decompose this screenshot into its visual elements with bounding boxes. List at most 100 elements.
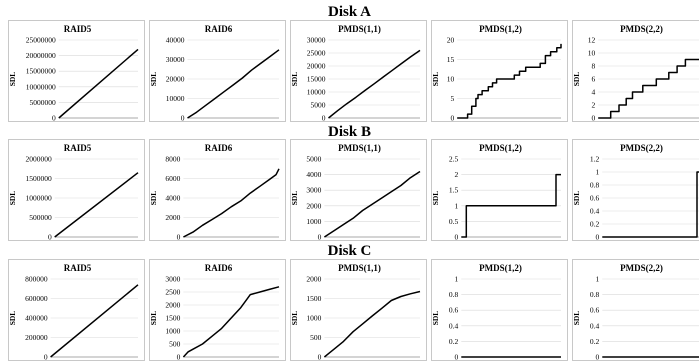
disk-c-pmds-1-2-panel: PMDS(1,2) SDL 0 0.2 0.4 0.6 0.8 1 xyxy=(431,259,568,362)
disk-a-raid5-series-line xyxy=(58,48,139,119)
disk-a-pmds-1-2-chart: PMDS(1,2) SDL 0 5 10 15 20 xyxy=(432,24,562,123)
disk-b-pmds-1-2-ytick-label: 1.5 xyxy=(449,186,459,195)
disk-c-raid5-chart: RAID5 SDL 0 200000 400000 600000 800000 xyxy=(9,263,139,362)
disk-c-pmds-2-2-ytick-label: 0.4 xyxy=(590,321,600,330)
disk-c-pmds-1-1-ytick-label: 0 xyxy=(318,353,322,362)
disk-b-pmds-2-2-title: PMDS(2,2) xyxy=(620,143,663,153)
disk-c-raid6-ytick-label: 1000 xyxy=(165,327,180,336)
disk-c-raid5-ytick-label: 0 xyxy=(44,353,48,362)
disk-a-pmds-2-2-chart: PMDS(2,2) SDL 0 2 4 6 8 10 12 xyxy=(573,24,699,123)
disk-a-raid6-ytick-label: 20000 xyxy=(166,75,185,84)
disk-b-raid5-ylabel: SDL xyxy=(9,191,17,206)
disk-c-pmds-1-2-ytick-label: 0.8 xyxy=(449,290,459,299)
disk-a-title: Disk A xyxy=(328,4,371,20)
disk-c-pmds-1-1-ytick-label: 1500 xyxy=(306,294,321,303)
disk-a-raid5-ytick-label: 0 xyxy=(52,114,56,123)
disk-a-pmds-1-2-series-line xyxy=(457,43,562,119)
disk-c-pmds-2-2-ytick-label: 0 xyxy=(596,353,600,362)
disk-c-pmds-1-1-ytick-label: 500 xyxy=(310,333,322,342)
disk-a-raid5-ytick-label: 20000000 xyxy=(26,51,56,60)
disk-b-pmds-2-2-ytick-label: 0.8 xyxy=(590,181,600,190)
disk-b-raid5-title: RAID5 xyxy=(64,143,92,153)
disk-a-raid6-ytick-label: 30000 xyxy=(166,55,185,64)
disk-c-raid5-series-line xyxy=(50,284,139,358)
disk-c-raid5-ytick-label: 800000 xyxy=(25,275,48,284)
disk-a-raid5-title: RAID5 xyxy=(64,24,92,34)
disk-c-raid5-title: RAID5 xyxy=(64,263,92,273)
disk-b-pmds-1-1-series-line xyxy=(323,170,421,238)
disk-a-pmds-1-1-ytick-label: 0 xyxy=(322,114,326,123)
disk-b-pmds-1-2-title: PMDS(1,2) xyxy=(479,143,522,153)
disk-b-raid5-chart: RAID5 SDL 0 500000 1000000 1500000 2000000 xyxy=(9,143,139,242)
disk-c-raid6-ytick-label: 500 xyxy=(169,340,181,349)
disk-a-pmds-1-1-ytick-label: 15000 xyxy=(307,75,326,84)
disk-c-pmds-1-1-ylabel: SDL xyxy=(291,311,299,326)
disk-a-pmds-1-2-title: PMDS(1,2) xyxy=(479,24,522,34)
disk-c-raid6-ytick-label: 0 xyxy=(177,353,181,362)
disk-a-pmds-2-2-title: PMDS(2,2) xyxy=(620,24,663,34)
disk-a-raid6-ytick-label: 40000 xyxy=(166,36,185,45)
disk-b-raid6-ytick-label: 2000 xyxy=(165,213,180,222)
disk-c-raid6-series-line xyxy=(182,286,280,358)
disk-c-raid6-ytick-label: 2500 xyxy=(165,288,180,297)
disk-a-pmds-1-2-ylabel: SDL xyxy=(432,72,440,87)
disk-b-raid6-chart: RAID6 SDL 0 2000 4000 6000 8000 xyxy=(150,143,280,242)
disk-b-pmds-1-1-ytick-label: 3000 xyxy=(306,186,321,195)
disk-a-raid6-ylabel: SDL xyxy=(150,72,158,87)
disk-c-pmds-1-2-ytick-label: 0.2 xyxy=(449,337,459,346)
disk-a-pmds-2-2-series-line xyxy=(598,58,699,119)
disk-b-pmds-1-1-ylabel: SDL xyxy=(291,191,299,206)
disk-a-pmds-2-2-ytick-label: 8 xyxy=(591,62,595,71)
disk-b-raid6-ylabel: SDL xyxy=(150,191,158,206)
disk-a-pmds-1-1-panel: PMDS(1,1) SDL 0 5000 10000 15000 20000 25000 300… xyxy=(290,20,427,123)
disk-b-raid6-ytick-label: 6000 xyxy=(165,174,180,183)
disk-a-raid5-chart: RAID5 SDL 0 5000000 10000000 15000000 20000000… xyxy=(9,24,139,123)
disk-c-pmds-1-2-title: PMDS(1,2) xyxy=(479,263,522,273)
disk-a-pmds-1-2-panel: PMDS(1,2) SDL 0 5 10 15 20 xyxy=(431,20,568,123)
disk-b-pmds-2-2-ytick-label: 0.2 xyxy=(590,220,600,229)
disk-a-pmds-2-2-ytick-label: 10 xyxy=(588,49,596,58)
disk-b-pmds-1-1-panel: PMDS(1,1) SDL 0 1000 2000 3000 4000 5000 xyxy=(290,139,427,242)
disk-a-raid6-title: RAID6 xyxy=(205,24,233,34)
disk-a-pmds-2-2-ytick-label: 2 xyxy=(591,101,595,110)
disk-c-raid5-ytick-label: 400000 xyxy=(25,314,48,323)
disk-c-raid6-panel: RAID6 SDL 0 500 1000 1500 2000 2500 3000 xyxy=(149,259,286,362)
disk-b-pmds-1-1-ytick-label: 0 xyxy=(318,233,322,242)
disk-c-raid6-ytick-label: 3000 xyxy=(165,275,180,284)
disk-b-title: Disk B xyxy=(328,124,371,140)
disk-b-pmds-1-2-panel: PMDS(1,2) SDL 0 0.5 1 1.5 2 2.5 xyxy=(431,139,568,242)
disk-c-pmds-2-2-panel: PMDS(2,2) SDL 0 0.2 0.4 0.6 0.8 1 xyxy=(572,259,699,362)
disk-c-raid6-chart: RAID6 SDL 0 500 1000 1500 2000 2500 3000 xyxy=(150,263,280,362)
disk-b-pmds-1-2-chart: PMDS(1,2) SDL 0 0.5 1 1.5 2 2.5 xyxy=(432,143,561,242)
disk-b-raid6-ytick-label: 0 xyxy=(177,233,181,242)
disk-c-raid5-ylabel: SDL xyxy=(9,311,17,326)
disk-b-raid5-ytick-label: 2000000 xyxy=(25,155,52,164)
disk-a-raid6-series-line xyxy=(187,49,280,119)
disk-b-pmds-1-1-ytick-label: 1000 xyxy=(306,217,321,226)
disk-c-raid5-ytick-label: 200000 xyxy=(25,333,48,342)
disk-c-raid5-panel: RAID5 SDL 0 200000 400000 600000 800000 xyxy=(8,259,145,362)
disk-a-raid5-ytick-label: 15000000 xyxy=(26,67,56,76)
disk-c-pmds-1-1-chart: PMDS(1,1) SDL 0 500 1000 1500 2000 xyxy=(291,263,421,362)
disk-c-raid6-ytick-label: 1500 xyxy=(165,314,180,323)
disk-b-pmds-1-1-ytick-label: 5000 xyxy=(306,155,321,164)
disk-a-pmds-1-2-ytick-label: 0 xyxy=(450,114,454,123)
disk-c-raid5-ytick-label: 600000 xyxy=(25,294,48,303)
disk-a-pmds-2-2-ytick-label: 4 xyxy=(591,88,595,97)
disk-a-pmds-1-1-ytick-label: 10000 xyxy=(307,88,326,97)
disk-b-pmds-2-2-ytick-label: 0.6 xyxy=(590,194,600,203)
disk-c-title: Disk C xyxy=(327,243,372,259)
disk-b-pmds-1-2-ylabel: SDL xyxy=(432,191,440,206)
disk-b-pmds-1-1-ytick-label: 4000 xyxy=(306,170,321,179)
disk-a-pmds-1-2-ytick-label: 5 xyxy=(450,94,454,103)
disk-a-pmds-2-2-ylabel: SDL xyxy=(573,72,581,87)
disk-b-pmds-2-2-panel: PMDS(2,2) SDL 0 0.2 0.4 0.6 0.8 1 1.2 xyxy=(572,139,699,242)
disk-c-pmds-1-2-ytick-label: 0 xyxy=(455,353,459,362)
disk-b-raid6-series-line xyxy=(183,168,280,238)
disk-b-pmds-2-2-ylabel: SDL xyxy=(573,191,581,206)
disk-c-pmds-1-1-ytick-label: 1000 xyxy=(306,314,321,323)
disk-c-pmds-1-1-series-line xyxy=(323,290,421,358)
disk-c-pmds-1-1-title: PMDS(1,1) xyxy=(338,263,381,273)
disk-c-pmds-1-2-ytick-label: 0.6 xyxy=(449,306,459,315)
disk-b-raid5-series-line xyxy=(54,172,139,238)
